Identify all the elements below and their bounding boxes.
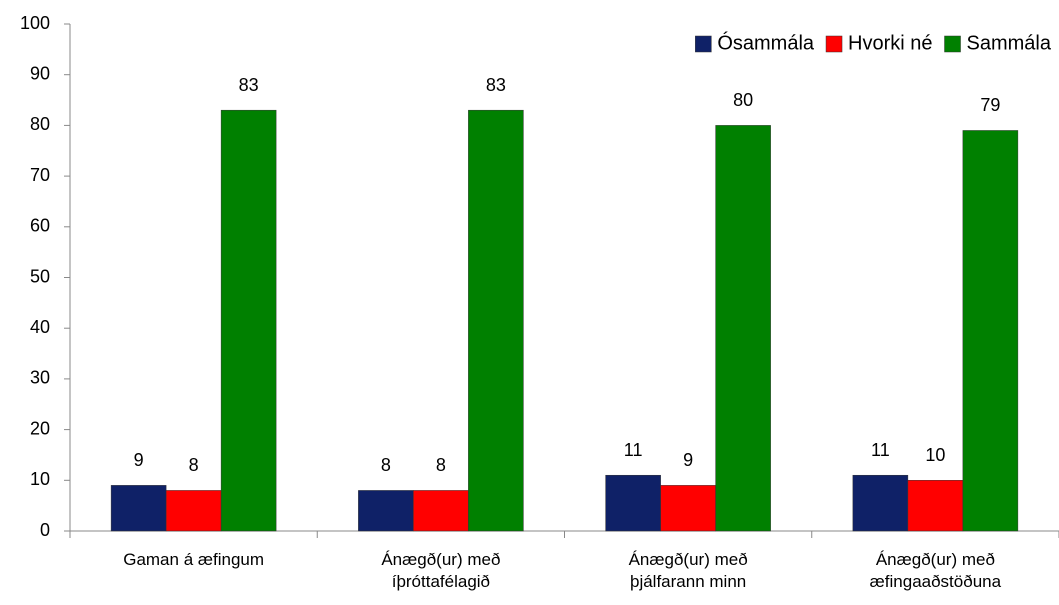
legend-label: Hvorki né — [848, 32, 932, 54]
bar — [715, 125, 771, 532]
y-tick-label: 90 — [30, 63, 50, 83]
y-tick-label: 10 — [30, 469, 50, 489]
x-tick-label: Ánægð(ur) með íþróttafélagið — [381, 550, 501, 591]
bar — [962, 130, 1019, 532]
y-tick-label: 30 — [30, 368, 50, 388]
bar — [660, 485, 716, 532]
bar — [468, 109, 524, 532]
bar — [413, 490, 469, 532]
bar — [220, 109, 277, 532]
legend-swatch — [695, 35, 712, 53]
legend-swatch — [825, 35, 843, 53]
data-label: 10 — [925, 445, 945, 465]
data-label: 8 — [381, 455, 391, 475]
data-label: 8 — [189, 455, 199, 475]
data-label: 9 — [683, 450, 693, 470]
x-tick-label: Ánægð(ur) með æfingaaðstöðuna — [869, 550, 1002, 591]
y-tick-label: 20 — [30, 418, 50, 438]
legend-label: Sammála — [967, 32, 1052, 54]
bar — [605, 474, 661, 532]
y-tick-label: 40 — [30, 317, 50, 337]
data-label: 83 — [486, 75, 506, 95]
bar — [358, 490, 414, 532]
legend-swatch — [944, 35, 961, 53]
data-label: 79 — [980, 95, 1000, 115]
y-tick-label: 50 — [30, 266, 50, 286]
bar — [110, 485, 167, 532]
bar — [165, 490, 222, 532]
data-label: 11 — [871, 440, 890, 460]
x-tick-label: Ánægð(ur) með þjálfarann minn — [628, 550, 748, 591]
y-tick-label: 0 — [40, 520, 50, 540]
data-label: 80 — [733, 90, 753, 110]
data-label: 8 — [436, 455, 446, 475]
x-tick-label: Gaman á æfingum — [123, 550, 265, 569]
bar — [852, 474, 909, 532]
legend-label: Ósammála — [717, 31, 815, 54]
data-label: 9 — [134, 450, 144, 470]
y-tick-label: 70 — [30, 165, 50, 185]
y-tick-label: 100 — [20, 13, 50, 33]
data-label: 83 — [239, 75, 259, 95]
y-tick-label: 60 — [30, 216, 50, 236]
bar — [907, 480, 964, 532]
y-tick-label: 80 — [30, 114, 50, 134]
data-label: 11 — [624, 440, 643, 460]
